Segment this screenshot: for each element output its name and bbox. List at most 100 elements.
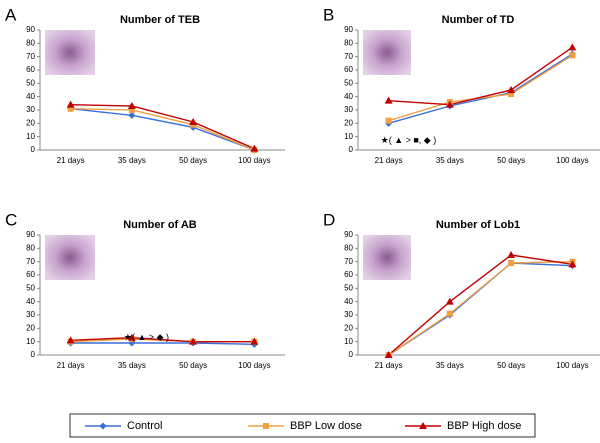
legend-box: [69, 413, 536, 438]
chart-title: Number of TEB: [120, 14, 200, 26]
x-tick-label: 100 days: [238, 156, 270, 165]
marker: [568, 260, 577, 268]
y-tick-label: 50: [26, 78, 35, 87]
y-tick-label: 10: [26, 337, 35, 346]
x-tick-label: 50 days: [497, 156, 525, 165]
x-tick-label: 100 days: [556, 361, 588, 370]
marker: [128, 107, 135, 113]
y-tick-label: 40: [344, 297, 353, 306]
marker: [507, 86, 516, 93]
marker: [384, 351, 393, 358]
series-line: [388, 260, 573, 356]
y-tick-label: 70: [26, 52, 35, 61]
x-tick-label: 50 days: [179, 156, 207, 165]
y-tick-label: 0: [31, 350, 36, 359]
series-line: [70, 342, 255, 346]
x-tick-label: 21 days: [375, 156, 403, 165]
panel-label: A: [5, 5, 17, 24]
series-line: [388, 262, 573, 356]
marker: [384, 96, 393, 104]
y-tick-label: 40: [26, 92, 35, 101]
x-tick-label: 50 days: [497, 361, 525, 370]
y-tick-label: 50: [344, 78, 353, 87]
marker: [385, 117, 392, 124]
y-tick-label: 90: [344, 230, 353, 239]
tissue-image: [45, 235, 95, 280]
y-tick-label: 20: [26, 323, 35, 332]
marker: [128, 111, 136, 119]
y-tick-label: 20: [344, 323, 353, 332]
x-tick-label: 35 days: [436, 156, 464, 165]
x-tick-label: 35 days: [118, 361, 146, 370]
y-tick-label: 80: [344, 38, 353, 47]
series-line: [388, 46, 573, 106]
y-tick-label: 60: [26, 270, 35, 279]
y-tick-label: 90: [26, 230, 35, 239]
marker: [507, 251, 516, 258]
y-tick-label: 80: [344, 243, 353, 252]
series-line: [70, 107, 255, 151]
series-line: [388, 254, 573, 356]
marker: [189, 337, 198, 345]
x-tick-label: 100 days: [556, 156, 588, 165]
y-tick-label: 10: [26, 132, 35, 141]
y-tick-label: 40: [344, 92, 353, 101]
marker: [127, 333, 136, 341]
marker: [446, 310, 453, 317]
panel-label: D: [323, 210, 335, 229]
y-tick-label: 80: [26, 38, 35, 47]
y-tick-label: 70: [26, 257, 35, 266]
tissue-image: [45, 30, 95, 75]
panel-label: B: [323, 5, 334, 24]
y-tick-label: 70: [344, 52, 353, 61]
y-tick-label: 60: [344, 65, 353, 74]
y-tick-label: 50: [26, 283, 35, 292]
marker: [66, 100, 75, 108]
legend-label: BBP Low dose: [290, 420, 362, 432]
marker: [66, 336, 75, 344]
y-tick-label: 20: [26, 118, 35, 127]
marker: [508, 91, 515, 97]
series-line: [388, 53, 573, 125]
y-tick-label: 20: [344, 118, 353, 127]
x-tick-label: 21 days: [57, 156, 85, 165]
panel-label: C: [5, 210, 17, 229]
y-tick-label: 0: [31, 145, 36, 154]
chart-title: Number of TD: [442, 14, 515, 26]
annotation: ★( ▲ > ◆ ): [124, 332, 169, 342]
marker: [508, 260, 515, 266]
y-tick-label: 60: [344, 270, 353, 279]
marker: [445, 297, 454, 305]
y-tick-label: 30: [344, 310, 353, 319]
x-tick-label: 50 days: [179, 361, 207, 370]
marker: [445, 100, 454, 108]
y-tick-label: 80: [26, 243, 35, 252]
y-tick-label: 30: [26, 105, 35, 114]
tissue-image: [363, 235, 411, 280]
y-tick-label: 30: [26, 310, 35, 319]
y-tick-label: 40: [26, 297, 35, 306]
marker: [250, 337, 259, 345]
x-tick-label: 21 days: [57, 361, 85, 370]
x-tick-label: 100 days: [238, 361, 270, 370]
marker: [67, 105, 74, 112]
y-tick-label: 90: [344, 25, 353, 34]
chart-title: Number of Lob1: [436, 219, 520, 231]
x-tick-label: 35 days: [118, 156, 146, 165]
legend-marker: [99, 422, 107, 430]
legend-marker: [263, 423, 269, 429]
marker: [568, 43, 577, 51]
x-tick-label: 35 days: [436, 361, 464, 370]
series-line: [70, 107, 255, 151]
y-tick-label: 90: [26, 25, 35, 34]
legend-label: Control: [127, 420, 162, 432]
series-line: [70, 103, 255, 150]
annotation: ★( ▲ > ■, ◆ ): [381, 135, 437, 145]
y-tick-label: 50: [344, 283, 353, 292]
x-tick-label: 21 days: [375, 361, 403, 370]
y-tick-label: 10: [344, 337, 353, 346]
marker: [250, 144, 259, 152]
series-line: [70, 336, 255, 343]
series-line: [388, 54, 573, 122]
